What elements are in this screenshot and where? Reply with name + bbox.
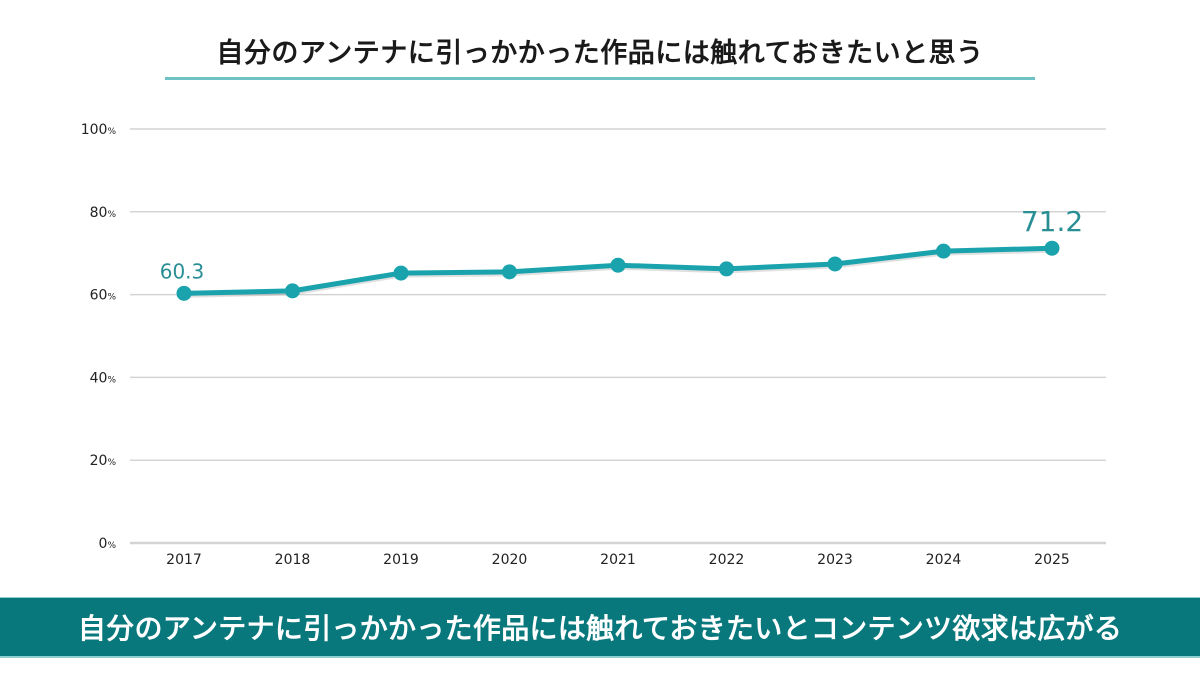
data-point-2019 — [393, 265, 409, 281]
chart-title: 自分のアンテナに引っかかった作品には触れておきたいと思う — [216, 38, 984, 69]
data-point-2025 — [1044, 240, 1060, 256]
y-tick-percent-suffix: % — [107, 293, 116, 303]
y-axis-ticks: 0%20%40%60%80%100% — [81, 122, 117, 552]
y-tick-value: 40 — [90, 370, 108, 386]
data-labels: 60.3 71.2 — [160, 205, 1083, 283]
data-points — [176, 240, 1060, 301]
y-tick-percent-suffix: % — [107, 541, 116, 551]
x-tick-label: 2025 — [1034, 552, 1070, 568]
data-label-2017: 60.3 — [160, 259, 205, 283]
y-tick-label: 20% — [90, 453, 117, 469]
y-tick-value: 80 — [90, 205, 108, 221]
data-point-2020 — [502, 264, 517, 280]
y-tick-percent-suffix: % — [107, 127, 116, 137]
y-tick-label: 40% — [90, 370, 117, 386]
y-tick-value: 60 — [90, 288, 108, 304]
data-point-2018 — [285, 283, 300, 299]
y-tick-percent-suffix: % — [107, 375, 116, 385]
chart-title-container: 自分のアンテナに引っかかった作品には触れておきたいと思う — [165, 36, 1035, 80]
gridlines — [130, 128, 1106, 545]
title-underline — [165, 77, 1035, 80]
y-tick-label: 0% — [99, 536, 117, 552]
x-tick-label: 2022 — [709, 552, 745, 568]
x-tick-label: 2021 — [600, 552, 636, 568]
y-tick-label: 100% — [81, 122, 117, 138]
x-tick-label: 2024 — [926, 552, 962, 568]
x-tick-label: 2023 — [817, 552, 853, 568]
data-point-2023 — [827, 256, 843, 272]
data-point-2017 — [176, 285, 192, 301]
data-point-2024 — [936, 243, 951, 259]
line-chart: 0%20%40%60%80%100% 2017 2018 2019 2020 2021 2… — [81, 122, 1106, 568]
summary-banner-text: 自分のアンテナに引っかかった作品には触れておきたいとコンテンツ欲求は広がる — [77, 612, 1123, 645]
y-tick-percent-suffix: % — [107, 458, 116, 468]
y-tick-label: 80% — [90, 205, 117, 221]
y-tick-label: 60% — [90, 288, 117, 304]
x-tick-label: 2017 — [166, 552, 202, 568]
data-point-2022 — [719, 261, 734, 277]
x-tick-label: 2020 — [492, 552, 528, 568]
data-label-2025: 71.2 — [1021, 205, 1083, 238]
summary-banner: 自分のアンテナに引っかかった作品には触れておきたいとコンテンツ欲求は広がる — [0, 597, 1200, 658]
x-tick-label: 2019 — [383, 552, 419, 568]
x-tick-label: 2018 — [275, 552, 311, 568]
x-axis-ticks: 2017 2018 2019 2020 2021 2022 2023 2024 2025 — [166, 552, 1070, 568]
y-tick-value: 100 — [81, 122, 108, 138]
data-point-2021 — [610, 257, 626, 273]
y-tick-value: 20 — [90, 453, 108, 469]
y-tick-percent-suffix: % — [107, 210, 116, 220]
y-tick-value: 0 — [99, 536, 108, 552]
